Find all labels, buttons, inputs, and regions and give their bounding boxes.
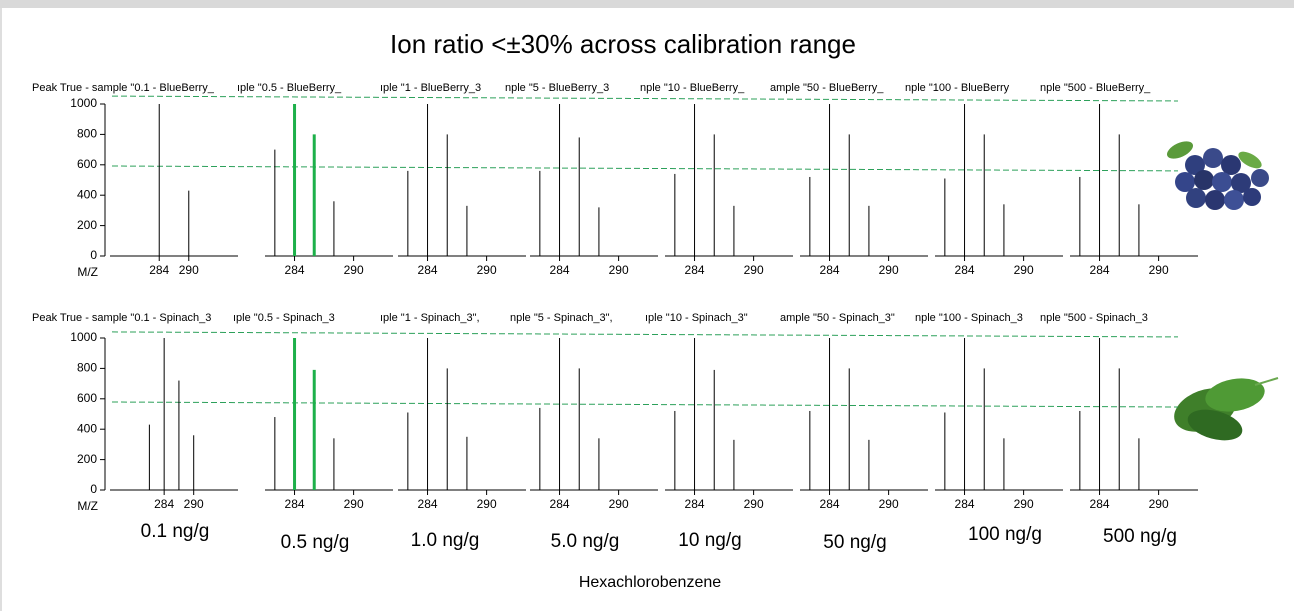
x-tick-label: 290 (744, 497, 764, 511)
x-tick-label: 290 (1149, 263, 1169, 277)
reference-line (111, 95, 1179, 102)
x-tick-label: 290 (184, 497, 204, 511)
concentration-label: 50 ng/g (823, 532, 886, 553)
x-tick-label: 284 (685, 497, 705, 511)
panel-title: nple "500 - Spinach_3 (1040, 312, 1148, 324)
x-tick-label: 290 (477, 263, 497, 277)
x-tick-label: 290 (477, 497, 497, 511)
x-tick-label: 284 (418, 263, 438, 277)
x-tick-label: 284 (550, 497, 570, 511)
reference-line (111, 165, 1179, 172)
x-tick-label: 284 (955, 263, 975, 277)
panel-title: ıple "0.5 - Spinach_3 (233, 312, 335, 324)
x-tick-label: 290 (744, 263, 764, 277)
y-tick-label: 400 (77, 421, 97, 435)
panel-title: Peak True - sample "0.1 - BlueBerry_ (32, 82, 215, 94)
concentration-label: 1.0 ng/g (411, 530, 480, 551)
reference-line (111, 331, 1179, 338)
x-tick-label: 284 (1090, 263, 1110, 277)
figure-title: Ion ratio <±30% across calibration range (390, 29, 856, 59)
top-bar (0, 0, 1294, 8)
x-tick-label: 284 (955, 497, 975, 511)
y-tick-label: 800 (77, 361, 97, 375)
y-tick-label: 200 (77, 218, 97, 232)
concentration-label: 500 ng/g (1103, 526, 1177, 547)
x-tick-label: 284 (550, 263, 570, 277)
x-tick-label: 284 (154, 497, 174, 511)
x-tick-label: 284 (285, 263, 305, 277)
x-tick-label: 290 (179, 263, 199, 277)
x-tick-label: 290 (879, 263, 899, 277)
panel-title: nple "5 - BlueBerry_3 (505, 82, 609, 94)
x-tick-label: 284 (285, 497, 305, 511)
x-tick-label: 290 (1149, 497, 1169, 511)
x-tick-label: 290 (1014, 497, 1034, 511)
x-tick-label: 290 (879, 497, 899, 511)
panel-title: nple "100 - Spinach_3 (915, 312, 1023, 324)
x-tick-label: 290 (344, 263, 364, 277)
x-tick-label: 284 (1090, 497, 1110, 511)
y-tick-label: 600 (77, 157, 97, 171)
concentration-label: 0.5 ng/g (281, 532, 350, 553)
panel-title: nple "100 - BlueBerry (905, 82, 1010, 94)
x-tick-label: 284 (685, 263, 705, 277)
y-tick-label: 0 (90, 482, 97, 496)
panel-title: nple "500 - BlueBerry_ (1040, 82, 1151, 94)
panel-title: ample "50 - Spinach_3" (780, 312, 895, 324)
y-tick-label: 600 (77, 391, 97, 405)
panel-title: ample "50 - BlueBerry_ (770, 82, 884, 94)
concentration-label: 5.0 ng/g (551, 531, 620, 552)
x-tick-label: 284 (418, 497, 438, 511)
x-tick-label: 290 (609, 263, 629, 277)
concentration-label: 0.1 ng/g (141, 521, 210, 542)
x-tick-label: 290 (1014, 263, 1034, 277)
x-axis-label: M/Z (77, 499, 98, 513)
concentration-label: 100 ng/g (968, 524, 1042, 545)
y-tick-label: 400 (77, 187, 97, 201)
panel-title: nple "5 - Spinach_3", (510, 312, 613, 324)
y-tick-label: 0 (90, 248, 97, 262)
y-tick-label: 1000 (70, 96, 97, 110)
panel-title: nple "10 - BlueBerry_ (640, 82, 745, 94)
panel-title: ıple "1 - BlueBerry_3 (380, 82, 481, 94)
panel-title: Peak True - sample "0.1 - Spinach_3 (32, 312, 211, 324)
reference-line (111, 401, 1179, 408)
panel-title: ıple "0.5 - BlueBerry_ (237, 82, 342, 94)
y-tick-label: 200 (77, 452, 97, 466)
x-tick-label: 284 (820, 497, 840, 511)
blueberry-image (1166, 141, 1269, 210)
y-tick-label: 1000 (70, 330, 97, 344)
x-tick-label: 284 (820, 263, 840, 277)
x-tick-label: 290 (609, 497, 629, 511)
compound-label: Hexachlorobenzene (579, 574, 721, 591)
x-tick-label: 290 (344, 497, 364, 511)
x-axis-label: M/Z (77, 265, 98, 279)
panel-title: ıple "10 - Spinach_3" (645, 312, 748, 324)
y-tick-label: 800 (77, 127, 97, 141)
x-tick-label: 284 (149, 263, 169, 277)
spinach-image (1174, 377, 1279, 441)
panel-title: ıple "1 - Spinach_3", (380, 312, 480, 324)
concentration-label: 10 ng/g (678, 530, 741, 551)
